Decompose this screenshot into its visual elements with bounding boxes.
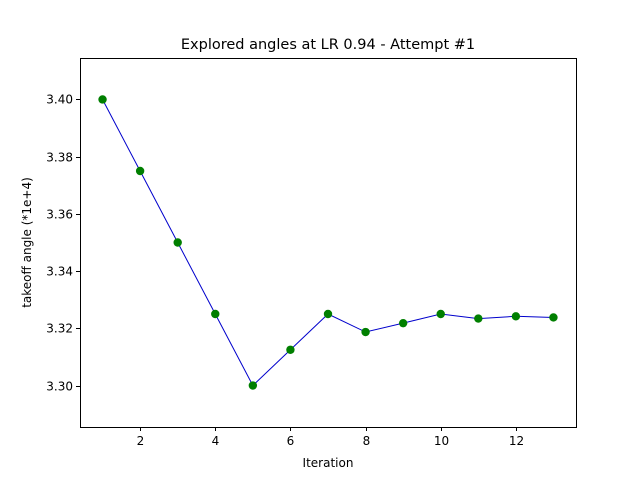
data-point [511, 312, 521, 321]
data-point [436, 309, 445, 319]
series-layer [98, 95, 558, 390]
plot-frame [80, 58, 577, 428]
y-tick-label: 3.30 [46, 380, 73, 394]
chart-title: Explored angles at LR 0.94 - Attempt #1 [181, 37, 475, 53]
data-point [286, 345, 295, 354]
x-tick-label: 6 [287, 434, 295, 448]
data-point [135, 166, 145, 176]
y-tick-label: 3.38 [46, 151, 73, 165]
y-axis-ticks: 3.30 3.32 3.34 3.36 3.38 3.40 [46, 93, 80, 394]
y-tick-label: 3.34 [46, 265, 73, 279]
y-tick-label: 3.36 [46, 208, 73, 222]
data-point [248, 381, 258, 390]
data-point [474, 314, 483, 323]
series-line [102, 99, 554, 387]
x-tick-label: 2 [137, 434, 145, 448]
x-axis-title: Iteration [303, 456, 354, 470]
data-point [361, 327, 370, 337]
x-tick-label: 10 [434, 434, 449, 448]
x-tick-label: 4 [212, 434, 220, 448]
x-tick-label: 8 [363, 434, 371, 448]
y-axis-title: takeoff angle (*1e+4) [20, 177, 34, 308]
y-tick-label: 3.32 [46, 322, 73, 336]
x-axis-ticks: 2 4 6 8 10 12 [137, 427, 524, 448]
data-point [98, 95, 107, 104]
data-point [173, 238, 182, 247]
data-point [211, 309, 220, 319]
data-point [549, 313, 558, 322]
data-point [398, 318, 408, 328]
data-point [323, 309, 333, 319]
x-tick-label: 12 [509, 434, 524, 448]
y-tick-label: 3.40 [46, 93, 73, 107]
